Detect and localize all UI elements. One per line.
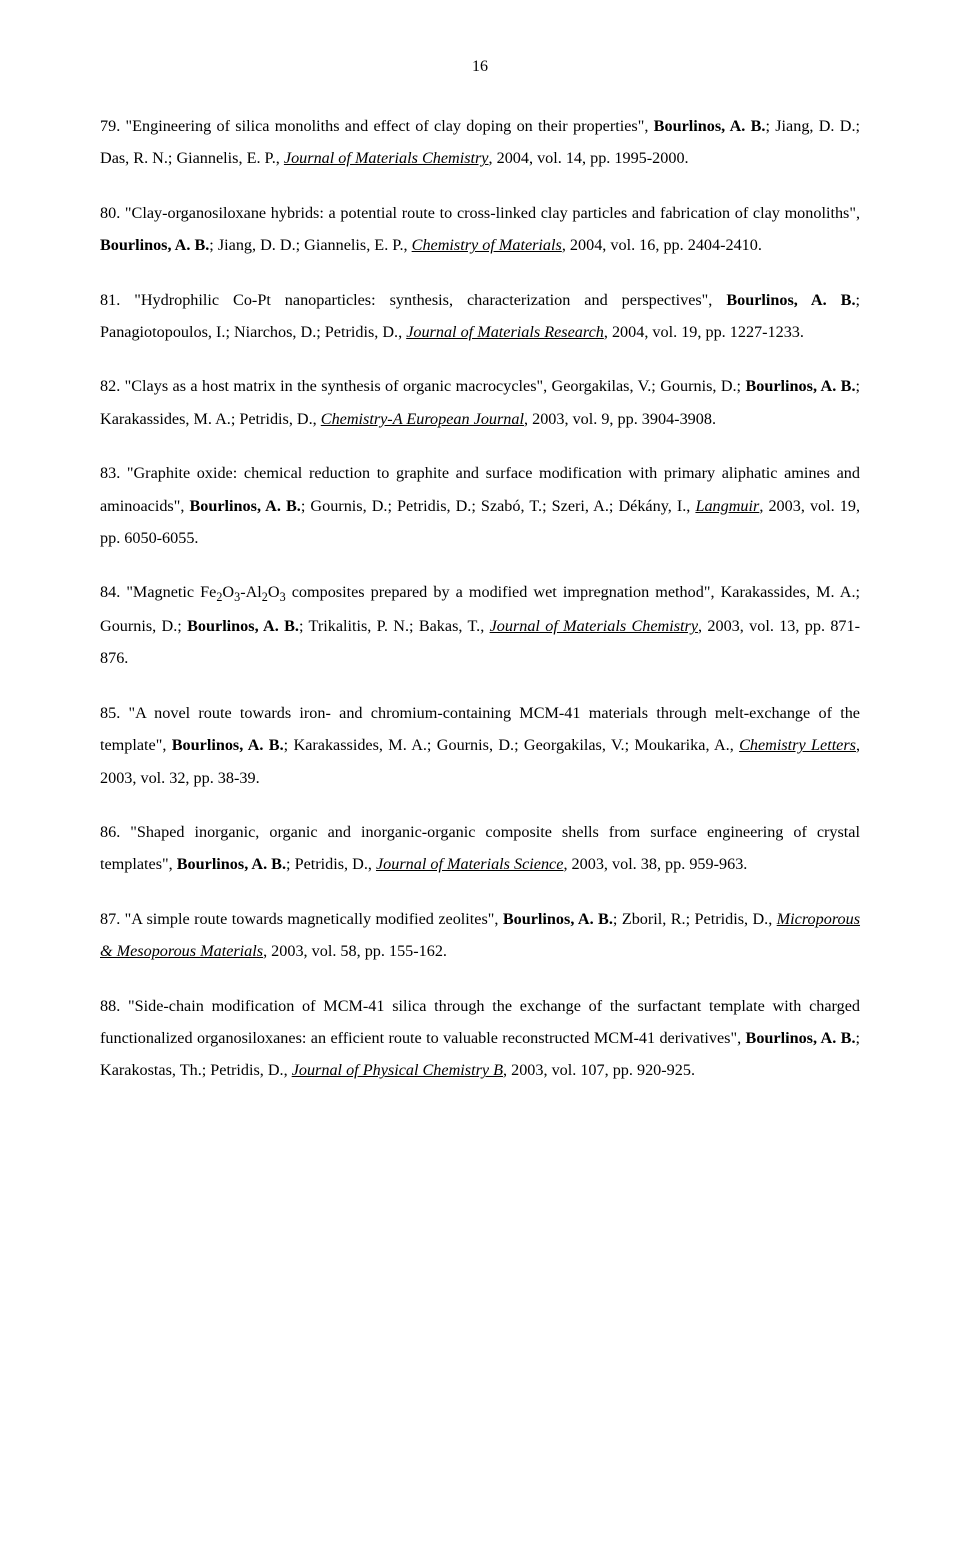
ref-number: 79. xyxy=(100,117,120,135)
ref-number: 86. xyxy=(100,823,120,841)
page: 16 79. "Engineering of silica monoliths … xyxy=(0,0,960,1568)
ref-journal: Journal of Materials Research xyxy=(406,323,604,341)
ref-text-pre: "A simple route towards magnetically mod… xyxy=(120,910,503,928)
reference-entry: 80. "Clay-organosiloxane hybrids: a pote… xyxy=(100,197,860,262)
ref-text-post: , 2003, vol. 9, pp. 3904-3908. xyxy=(524,410,716,428)
ref-text-pre: "Clays as a host matrix in the synthesis… xyxy=(120,377,745,395)
reference-entry: 84. "Magnetic Fe2O3-Al2O3 composites pre… xyxy=(100,576,860,674)
ref-text-post: , 2004, vol. 16, pp. 2404-2410. xyxy=(562,236,762,254)
ref-journal: Chemistry Letters xyxy=(739,736,856,754)
ref-text-mid: ; Karakassides, M. A.; Gournis, D.; Geor… xyxy=(284,736,739,754)
ref-journal: Journal of Materials Chemistry xyxy=(284,149,489,167)
ref-journal: Journal of Materials Chemistry xyxy=(490,617,698,635)
ref-author-bold: Bourlinos, A. B. xyxy=(745,377,855,395)
ref-author-bold: Bourlinos, A. B. xyxy=(189,497,300,515)
ref-number: 88. xyxy=(100,997,120,1015)
page-number: 16 xyxy=(100,58,860,76)
ref-author-bold: Bourlinos, A. B. xyxy=(503,910,613,928)
ref-author-bold: Bourlinos, A. B. xyxy=(654,117,766,135)
ref-text-post: , 2004, vol. 19, pp. 1227-1233. xyxy=(604,323,804,341)
ref-author-bold: Bourlinos, A. B. xyxy=(100,236,209,254)
ref-number: 87. xyxy=(100,910,120,928)
ref-author-bold: Bourlinos, A. B. xyxy=(172,736,284,754)
ref-number: 83. xyxy=(100,464,120,482)
ref-text-mid: ; Petridis, D., xyxy=(286,855,376,873)
ref-author-bold: Bourlinos, A. B. xyxy=(177,855,286,873)
ref-journal: Langmuir xyxy=(695,497,759,515)
ref-text-pre: "Engineering of silica monoliths and eff… xyxy=(120,117,653,135)
ref-number: 82. xyxy=(100,377,120,395)
ref-number: 85. xyxy=(100,704,120,722)
ref-journal: Journal of Materials Science xyxy=(376,855,563,873)
ref-number: 81. xyxy=(100,291,120,309)
reference-entry: 79. "Engineering of silica monoliths and… xyxy=(100,110,860,175)
ref-text-mid: ; Gournis, D.; Petridis, D.; Szabó, T.; … xyxy=(301,497,696,515)
ref-journal: Chemistry-A European Journal xyxy=(321,410,524,428)
reference-entry: 82. "Clays as a host matrix in the synth… xyxy=(100,370,860,435)
ref-text-mid: ; Trikalitis, P. N.; Bakas, T., xyxy=(299,617,490,635)
ref-text-post: , 2003, vol. 107, pp. 920-925. xyxy=(503,1061,695,1079)
ref-text-mid: ; Jiang, D. D.; Giannelis, E. P., xyxy=(209,236,411,254)
ref-text-mid: ; Zboril, R.; Petridis, D., xyxy=(613,910,777,928)
ref-text-post: , 2003, vol. 38, pp. 959-963. xyxy=(563,855,747,873)
ref-number: 80. xyxy=(100,204,120,222)
ref-journal: Journal of Physical Chemistry B xyxy=(292,1061,503,1079)
ref-text-pre: "Clay-organosiloxane hybrids: a potentia… xyxy=(120,204,860,222)
ref-author-bold: Bourlinos, A. B. xyxy=(746,1029,856,1047)
reference-entry: 86. "Shaped inorganic, organic and inorg… xyxy=(100,816,860,881)
ref-author-bold: Bourlinos, A. B. xyxy=(187,617,299,635)
reference-entry: 83. "Graphite oxide: chemical reduction … xyxy=(100,457,860,554)
reference-entry: 81. "Hydrophilic Co-Pt nanoparticles: sy… xyxy=(100,284,860,349)
ref-number: 84. xyxy=(100,583,120,601)
reference-entry: 88. "Side-chain modification of MCM-41 s… xyxy=(100,990,860,1087)
ref-journal: Chemistry of Materials xyxy=(412,236,562,254)
ref-text-post: , 2004, vol. 14, pp. 1995-2000. xyxy=(489,149,689,167)
ref-text-post: , 2003, vol. 58, pp. 155-162. xyxy=(263,942,447,960)
references-list: 79. "Engineering of silica monoliths and… xyxy=(100,110,860,1087)
reference-entry: 87. "A simple route towards magnetically… xyxy=(100,903,860,968)
ref-author-bold: Bourlinos, A. B. xyxy=(726,291,855,309)
ref-text-pre: "Hydrophilic Co-Pt nanoparticles: synthe… xyxy=(120,291,726,309)
reference-entry: 85. "A novel route towards iron- and chr… xyxy=(100,697,860,794)
